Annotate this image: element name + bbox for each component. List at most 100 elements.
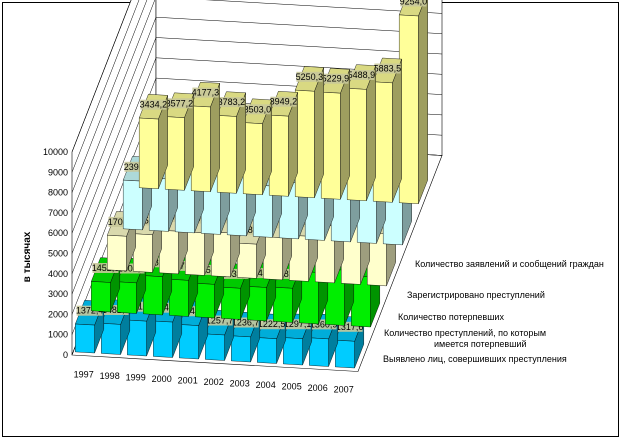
data-label-box [258,319,285,330]
data-label-box [196,264,223,275]
x-tick-label: 2005 [282,382,302,392]
gridline [71,57,443,274]
bar [257,337,277,364]
y-tick-label: 6000 [48,228,68,238]
data-label: 3783,2 [218,97,246,107]
x-tick-label: 2006 [308,383,328,393]
data-label-box [218,97,245,108]
data-label-box [180,306,207,317]
data-label: 1257,7 [206,316,234,326]
legend-line: имеется потерпевший [434,339,526,349]
data-label-box [206,315,233,326]
data-label-box [134,215,161,226]
x-tick-label: 1997 [74,370,94,380]
y-tick-label: 8000 [48,188,68,198]
bar [91,281,111,313]
data-label: 1683,2 [238,225,266,235]
data-label-box [222,268,249,279]
y-tick-label: 0 [63,350,68,360]
data-label-box [192,87,219,98]
data-label: 1704,2 [108,217,136,227]
bar [107,234,127,272]
bar [283,337,303,366]
gridline [71,0,443,213]
data-label-box [128,301,155,312]
data-label: 1372,4 [76,306,104,316]
x-tick-label: 2001 [178,376,198,386]
bar [211,231,231,278]
bar [242,122,263,196]
bar [127,319,147,357]
data-label: 4177,3 [192,88,220,98]
data-label: 3434,2 [140,100,168,110]
bar [169,278,189,317]
data-label: 1504,2 [118,264,146,274]
bar [237,242,257,279]
data-label-box [400,0,427,7]
data-label-box [76,305,103,316]
data-label: 1644,8 [180,306,208,316]
bar [347,88,367,202]
y-tick-label: 3000 [48,289,68,299]
bar [101,323,121,355]
y-tick-label: 9000 [48,167,68,177]
data-label: 9254,0 [400,0,428,7]
data-label: 1778,3 [170,261,198,271]
bar-side [392,59,402,203]
bar [164,116,185,191]
legend-item: Количество заявлений и сообщений граждан [415,259,604,269]
data-label-box [232,317,259,328]
data-label: 3503,0 [244,104,272,114]
bar [399,14,419,205]
bar [247,286,267,322]
data-label-box [296,71,323,82]
legend-line: Количество преступлений, по которым [384,328,546,338]
bar [75,323,95,354]
data-label: 1533,9 [222,269,250,279]
y-tick-label: 1000 [48,330,68,340]
data-label-box [92,263,119,273]
data-label: 3949,2 [270,97,298,107]
y-axis-label: в тысячах [22,231,33,282]
bar [373,81,393,203]
x-tick-label: 2003 [230,379,250,389]
data-label: 2397,3 [124,162,152,172]
gridline [71,16,443,234]
data-label-box [108,216,135,227]
legend-line: Количество заявлений и сообщений граждан [415,259,604,269]
data-label: 1683,5 [274,269,302,279]
bar [321,91,341,200]
data-label-box [140,99,167,110]
bar [231,335,251,363]
gridline [71,0,132,153]
bar [195,282,215,319]
y-tick-label: 10000 [43,147,68,157]
data-label-box [244,104,271,115]
data-label: 1481,8 [102,305,130,315]
y-tick-label: 5000 [48,249,68,259]
gridline [71,37,443,254]
data-label: 1297,1 [284,319,312,329]
legend-item: Количество потерпевших [398,312,504,322]
data-label: 5250,3 [296,72,324,82]
data-label-box [144,257,171,268]
data-label-box [374,63,401,74]
y-tick-label: 7000 [48,208,68,218]
bar [179,324,199,360]
x-tick-label: 2002 [204,377,224,387]
data-label-box [248,268,275,279]
data-label-box [336,321,363,332]
data-label-box [124,161,151,172]
bar [295,89,315,199]
bar-side [418,0,428,204]
bar [273,286,293,323]
legend-item: Выявлено лиц, совершивших преступления [383,354,567,364]
bar [335,339,355,369]
bar [263,236,283,281]
legend-line: Выявлено лиц, совершивших преступления [383,354,567,364]
x-tick-label: 1999 [126,373,146,383]
bar [153,320,173,358]
bar [205,333,225,361]
legend-item: Зарегистрировано преступлений [407,290,545,300]
